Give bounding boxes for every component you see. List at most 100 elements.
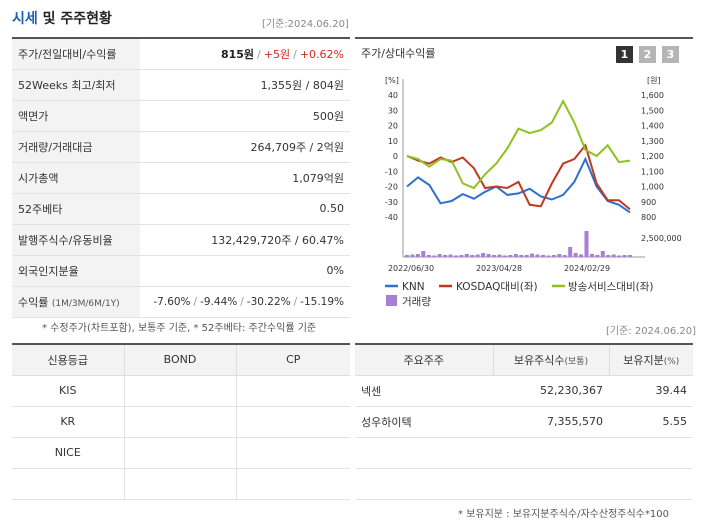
- volume-bar: [579, 254, 583, 257]
- holder-pct: 5.55: [609, 406, 693, 438]
- volume-bar: [541, 255, 545, 257]
- volume-bar: [486, 254, 491, 257]
- series-line-2: [406, 98, 631, 190]
- chart-period-buttons: 1 2 3: [616, 46, 679, 63]
- table-row: [355, 468, 693, 500]
- cp-rating: [235, 468, 350, 500]
- volume-bar: [432, 255, 437, 257]
- right-tick-label: 1,400: [641, 122, 664, 131]
- legend-label: 거래량: [402, 296, 431, 308]
- holder-shares: [493, 437, 609, 469]
- row-value: 1,079억원: [140, 162, 350, 194]
- holder-pct: [609, 437, 693, 469]
- volume-bar: [551, 255, 556, 257]
- right-tick-label: 900: [641, 198, 656, 207]
- chart-button-1[interactable]: 1: [616, 46, 633, 63]
- row-value: 1,355원 / 804원: [140, 69, 350, 101]
- right-tick-label: 1,300: [641, 137, 664, 146]
- returns-label: 수익률: [18, 295, 49, 309]
- stock-chart: [%] [원] 40 30 20 10 0 -10 -20 -30 -40 1,600 1,500 1,4…: [385, 76, 682, 308]
- left-tick-label: 40: [388, 91, 398, 100]
- volume-bar: [426, 255, 431, 257]
- quote-table: 주가/전일대비/수익률 815원 / +5원 / +0.62% 52Weeks 최고/최…: [12, 37, 350, 318]
- row-value: 0.50: [140, 193, 350, 225]
- row-label: 시가총액: [12, 162, 140, 194]
- volume-bar: [622, 255, 627, 257]
- legend-label: KNN: [402, 281, 425, 293]
- volume-bar: [557, 254, 562, 257]
- price-values: 815원 / +5원 / +0.62%: [140, 38, 350, 70]
- bond-rating: [123, 468, 236, 500]
- price-change: +5원: [263, 47, 291, 61]
- volume-bar: [535, 254, 540, 257]
- returns-values: -7.60% / -9.44% / -30.22% / -15.19%: [140, 286, 350, 318]
- rating-agency: [12, 468, 124, 500]
- table-row: 액면가 500원: [12, 100, 350, 132]
- price-rate: +0.62%: [299, 47, 344, 61]
- return-3m: -9.44%: [200, 295, 238, 308]
- volume-bar: [437, 254, 442, 257]
- volume-bar: [481, 253, 486, 257]
- return-6m: -30.22%: [246, 295, 291, 308]
- table-row: KR: [12, 406, 350, 438]
- x-tick-label: 2023/04/28: [476, 264, 522, 273]
- x-tick-label: 2024/02/29: [564, 264, 610, 273]
- chart-button-3[interactable]: 3: [662, 46, 679, 63]
- row-label: 거래량/거래대금: [12, 131, 140, 163]
- row-label: 외국인지분율: [12, 255, 140, 287]
- left-tick-label: -30: [385, 198, 398, 207]
- legend-label: KOSDAQ대비(좌): [456, 281, 538, 293]
- returns-period: (1M/3M/6M/1Y): [51, 298, 120, 309]
- table-row: 발행주식수/유동비율 132,429,720주 / 60.47%: [12, 224, 350, 256]
- volume-tick-label: 2,500,000: [641, 234, 682, 243]
- right-tick-label: 800: [641, 213, 656, 222]
- chart-button-2[interactable]: 2: [639, 46, 656, 63]
- section-title: 시세 및 주주현황: [12, 8, 112, 28]
- right-tick-label: 1,000: [641, 183, 664, 192]
- right-tick-label: 1,200: [641, 152, 664, 161]
- col-header: 보유주식수(보통): [492, 344, 609, 376]
- section-title-accent: 시세: [12, 11, 38, 27]
- row-value: 500원: [140, 100, 350, 132]
- left-axis-unit: [%]: [385, 76, 399, 85]
- row-value: 0%: [140, 255, 350, 287]
- table-row: NICE: [12, 437, 350, 469]
- rating-agency: NICE: [12, 437, 124, 469]
- volume-bar: [600, 251, 605, 257]
- volume-bar: [492, 255, 496, 257]
- table-row: 외국인지분율 0%: [12, 255, 350, 287]
- x-tick-label: 2022/06/30: [388, 264, 434, 273]
- col-header: BOND: [123, 344, 236, 376]
- bond-rating: [123, 406, 236, 438]
- volume-bar: [513, 254, 518, 257]
- holder-name: 넥센: [355, 375, 493, 407]
- holder-shares: 7,355,570: [493, 406, 609, 438]
- table-row: 시가총액 1,079억원: [12, 162, 350, 194]
- return-1y: -15.19%: [300, 295, 344, 308]
- volume-bar: [568, 247, 573, 257]
- volume-bar: [584, 231, 589, 257]
- table-row: [12, 468, 350, 500]
- volume-bar: [443, 255, 448, 257]
- cp-rating: [235, 437, 350, 469]
- volume-bar: [595, 255, 600, 257]
- table-row: [355, 437, 693, 469]
- table-row: 52주베타 0.50: [12, 193, 350, 225]
- table-row: 성우하이텍 7,355,570 5.55: [355, 406, 693, 438]
- cp-rating: [235, 375, 350, 407]
- holders-footnote: * 보유지분 : 보유지분주식수/자수산정주식수*100: [458, 509, 669, 520]
- col-header: 신용등급: [12, 344, 124, 376]
- left-tick-label: 0: [393, 152, 398, 161]
- volume-bar: [410, 254, 415, 257]
- volume-bar: [589, 254, 594, 257]
- table-row: 넥센 52,230,367 39.44: [355, 375, 693, 407]
- volume-bar: [421, 251, 426, 257]
- rating-agency: KIS: [12, 375, 124, 407]
- volume-bar: [617, 255, 622, 257]
- credit-rating-table: 신용등급 BOND CP KIS KR NICE: [12, 343, 350, 500]
- col-header: CP: [235, 344, 350, 376]
- quote-footnote: * 수정주가(차트포함), 보통주 기준, * 52주베타: 주간수익률 기준: [42, 323, 317, 334]
- left-tick-label: -40: [385, 213, 398, 222]
- row-label: 주가/전일대비/수익률: [12, 38, 140, 70]
- volume-bar: [470, 255, 475, 257]
